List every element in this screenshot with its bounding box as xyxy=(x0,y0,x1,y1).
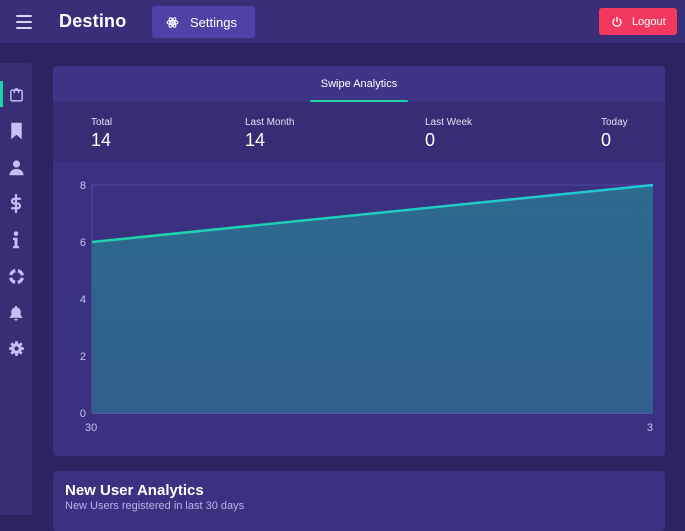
sidebar-item-orders[interactable] xyxy=(0,78,32,110)
user-icon xyxy=(8,159,24,175)
x-tick-label: 30 xyxy=(85,422,97,434)
logout-button[interactable]: Logout xyxy=(599,8,677,35)
sidebar-item-support[interactable] xyxy=(0,260,32,292)
menu-icon[interactable] xyxy=(16,15,32,29)
stats-row: Total 14 Last Month 14 Last Week 0 Today… xyxy=(53,102,665,162)
y-tick-label: 2 xyxy=(80,351,86,363)
series-line xyxy=(91,183,654,244)
stat-total: Total 14 xyxy=(91,117,112,151)
life-ring-icon xyxy=(8,268,24,284)
sidebar-item-bookmarks[interactable] xyxy=(0,115,32,147)
stat-label: Today xyxy=(601,117,628,128)
dollar-icon xyxy=(10,193,22,213)
swipe-analytics-card: Swipe Analytics Total 14 Last Month 14 L… xyxy=(53,66,665,456)
new-user-analytics-subtitle: New Users registered in last 30 days xyxy=(65,500,245,512)
y-tick-label: 0 xyxy=(80,408,86,420)
swipe-chart-container: 0 2 4 6 8 30 3 xyxy=(53,162,665,456)
stat-value: 0 xyxy=(425,130,436,150)
bookmark-icon xyxy=(10,122,22,140)
info-icon xyxy=(13,231,19,249)
series-area xyxy=(92,185,653,413)
settings-label: Settings xyxy=(190,14,237,30)
stat-last-week: Last Week 0 xyxy=(425,117,472,151)
stat-value: 0 xyxy=(601,130,612,150)
stat-label: Last Month xyxy=(245,117,295,128)
tab-swipe-analytics[interactable]: Swipe Analytics xyxy=(310,66,408,103)
settings-button[interactable]: Settings xyxy=(152,6,255,38)
power-icon xyxy=(612,16,622,27)
y-tick-label: 8 xyxy=(80,180,86,192)
top-bar: Destino Settings Logout xyxy=(0,0,685,44)
sidebar-item-settings[interactable] xyxy=(0,332,32,364)
logout-label: Logout xyxy=(632,15,666,28)
stat-last-month: Last Month 14 xyxy=(245,117,294,151)
y-tick-label: 4 xyxy=(80,294,86,306)
sidebar xyxy=(0,63,32,515)
stat-label: Last Week xyxy=(425,117,473,128)
sidebar-item-info[interactable] xyxy=(0,224,32,256)
sidebar-item-notifications[interactable] xyxy=(0,296,32,328)
new-user-analytics-card: New User Analytics New Users registered … xyxy=(53,471,665,531)
y-tick-label: 6 xyxy=(80,237,86,249)
new-user-analytics-title: New User Analytics xyxy=(65,482,204,499)
bell-icon xyxy=(9,305,23,320)
brand-title: Destino xyxy=(59,11,127,31)
gear-icon xyxy=(8,340,24,356)
analytics-tab-bar: Swipe Analytics xyxy=(53,66,665,103)
sidebar-item-payments[interactable] xyxy=(0,187,32,219)
stat-value: 14 xyxy=(91,130,112,150)
x-tick-label: 3 xyxy=(647,422,653,434)
stat-today: Today 0 xyxy=(601,117,628,151)
sidebar-item-users[interactable] xyxy=(0,151,32,183)
atom-icon xyxy=(166,16,179,28)
shopping-bag-icon xyxy=(9,87,23,102)
stat-label: Total xyxy=(91,117,113,128)
stat-value: 14 xyxy=(245,130,266,150)
swipe-area-chart: 0 2 4 6 8 30 3 xyxy=(80,180,654,434)
